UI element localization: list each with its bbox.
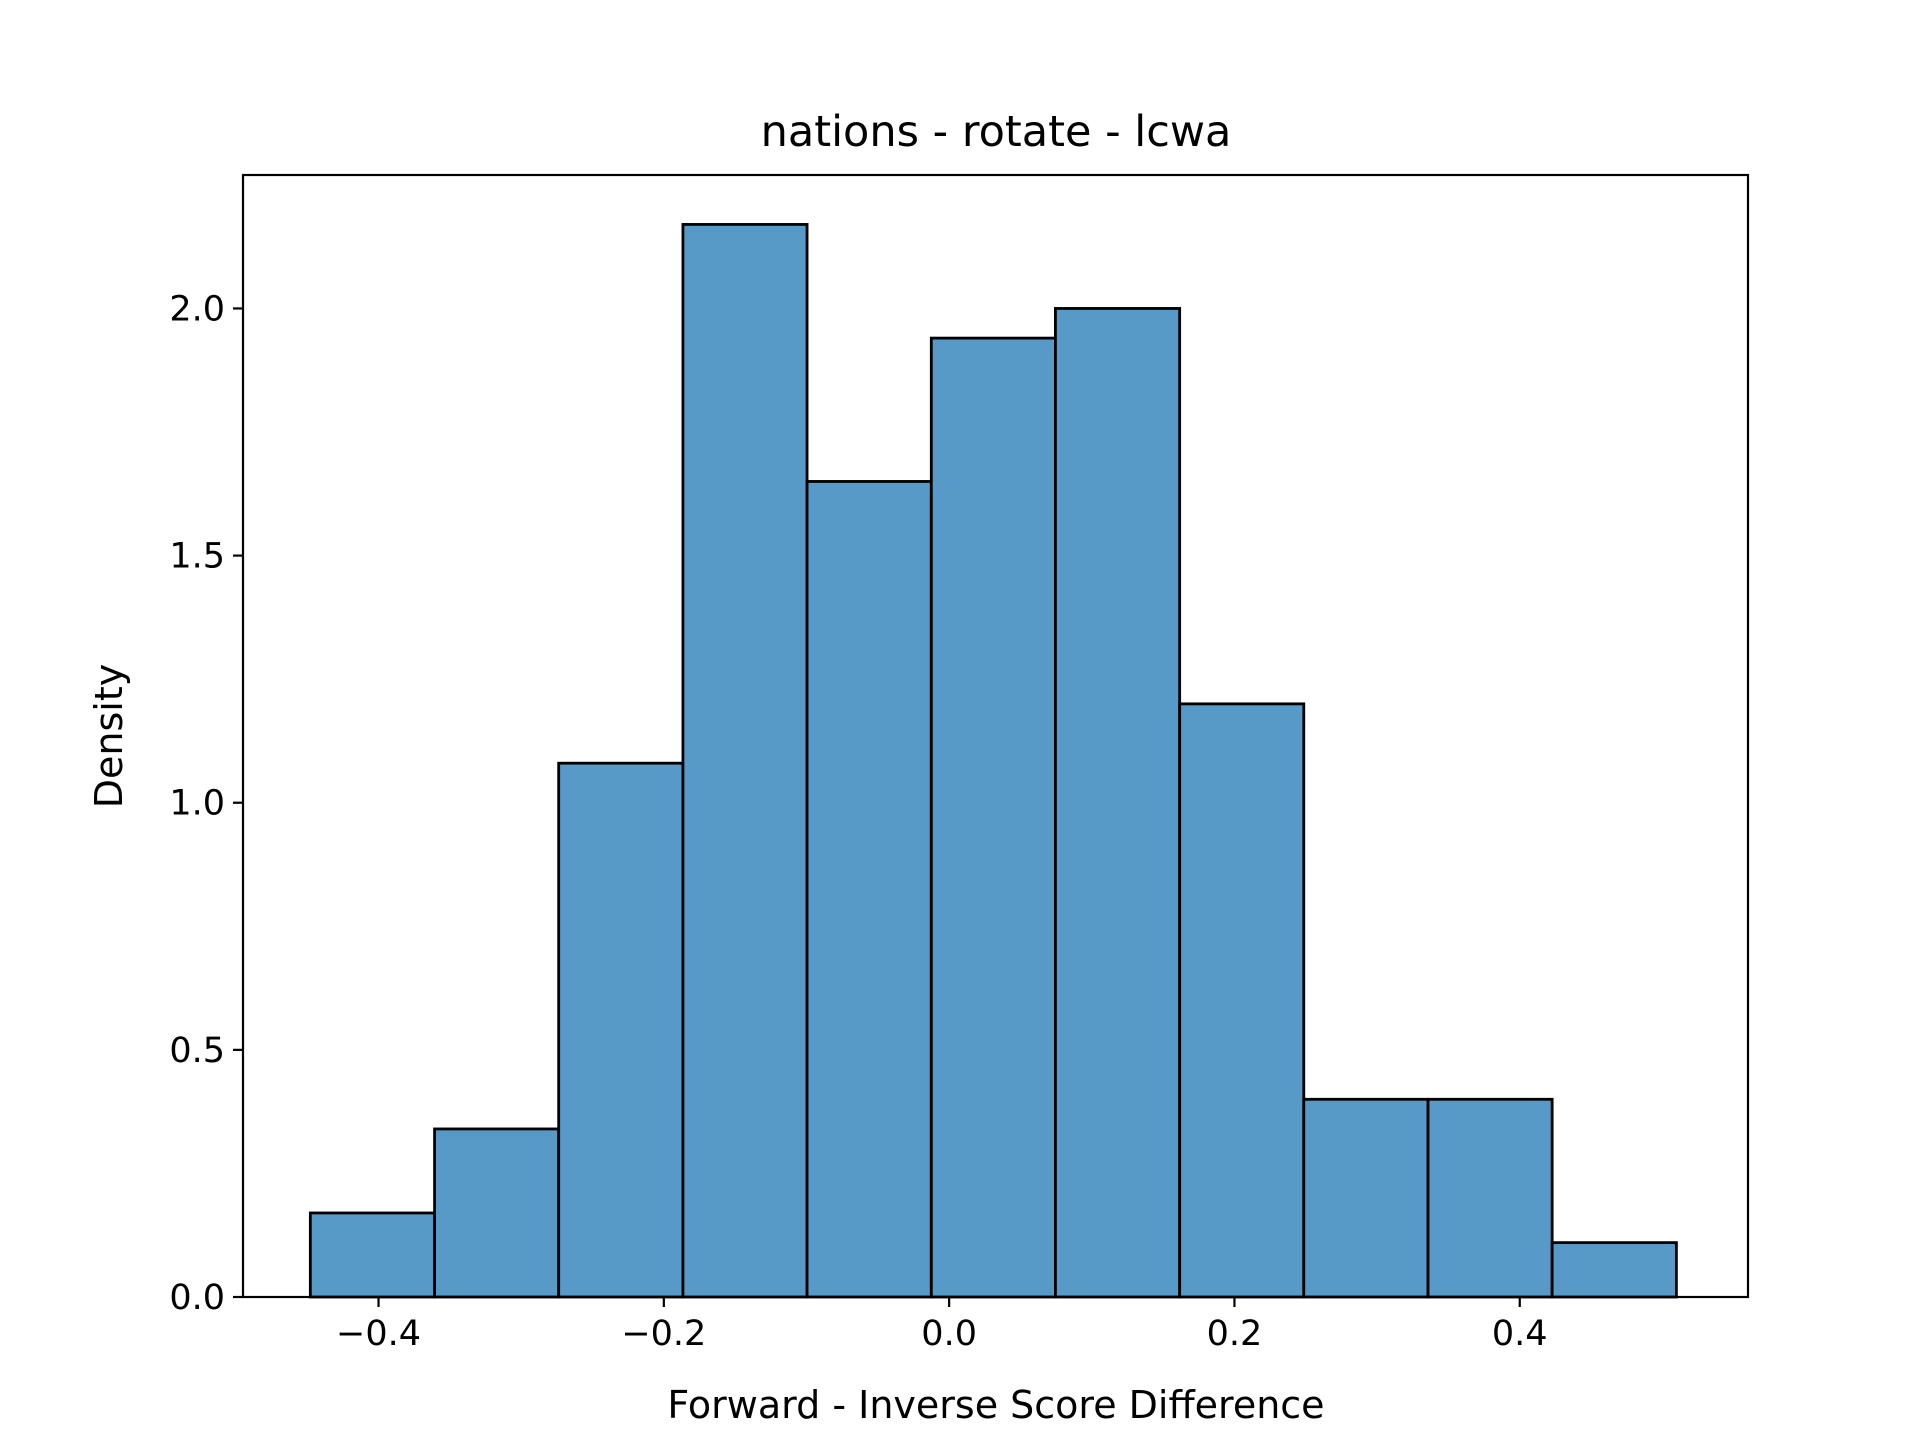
histogram-bar [1426, 1097, 1554, 1299]
x-axis-label: Forward - Inverse Score Difference [667, 1383, 1324, 1427]
x-tick-label: −0.4 [336, 1314, 421, 1354]
histogram-bar [433, 1127, 561, 1299]
y-tick-label: 1.5 [169, 537, 225, 577]
x-axis-ticks: −0.4 −0.2 0.0 0.2 0.4 [336, 1297, 1548, 1354]
x-tick-label: 0.0 [921, 1314, 977, 1354]
x-tick-label: 0.2 [1207, 1314, 1263, 1354]
histogram-bar [308, 1211, 436, 1299]
histogram-bar [681, 223, 809, 1299]
x-tick-label: −0.2 [621, 1314, 706, 1354]
y-axis-ticks: 0.0 0.5 1.0 1.5 2.0 [169, 289, 243, 1318]
bars-group [308, 223, 1678, 1299]
histogram-bar [929, 336, 1057, 1299]
histogram-bar [1550, 1241, 1678, 1299]
chart-title: nations - rotate - lcwa [761, 107, 1232, 157]
histogram-bar [1178, 702, 1306, 1299]
histogram-bar [557, 761, 685, 1299]
histogram-bar [805, 480, 933, 1299]
y-tick-label: 2.0 [169, 289, 225, 329]
histogram-bar [1054, 307, 1182, 1299]
x-tick-label: 0.4 [1492, 1314, 1548, 1354]
y-tick-label: 1.0 [169, 784, 225, 824]
histogram-bar [1302, 1097, 1430, 1299]
plot-frame [241, 173, 1750, 1299]
y-axis-label: Density [87, 664, 131, 808]
y-tick-label: 0.5 [169, 1031, 225, 1071]
y-tick-label: 0.0 [169, 1278, 225, 1318]
